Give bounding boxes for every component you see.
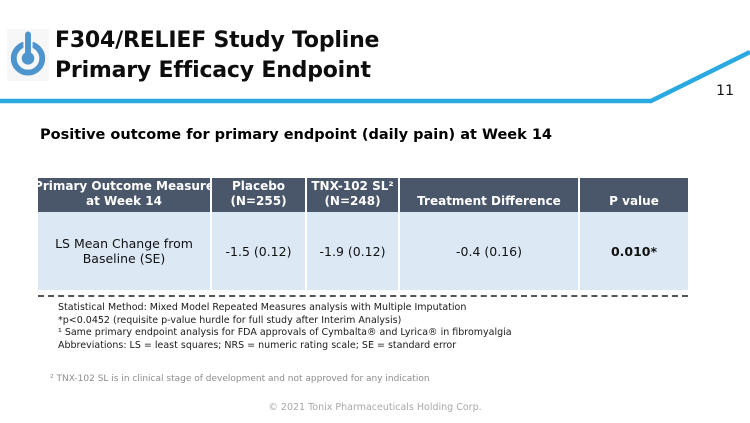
footnote-statistical-method: Statistical Method: Mixed Model Repeated… (58, 302, 467, 313)
cell-line: -1.5 (0.12) (225, 243, 292, 259)
results-table: Primary Outcome Measure at Week 14 Place… (34, 178, 688, 290)
header-line: TNX-102 SL² (311, 179, 394, 193)
slide-title: F304/RELIEF Study Topline Primary Effica… (55, 26, 379, 86)
slide-title-line1: F304/RELIEF Study Topline (55, 28, 380, 53)
cell-outcome-measure: LS Mean Change from Baseline (SE) (38, 212, 212, 290)
header-line: Primary Outcome Measure (34, 179, 214, 193)
footnote-block: Statistical Method: Mixed Model Repeated… (58, 302, 512, 352)
cell-placebo-value: -1.5 (0.12) (212, 212, 307, 290)
cell-treatment-difference-value: -0.4 (0.16) (400, 212, 580, 290)
cell-p-value: 0.010* (580, 212, 688, 290)
header-line: (N=248) (324, 194, 381, 208)
header-line: Placebo (231, 179, 286, 193)
header-line: Treatment Difference (417, 194, 561, 208)
header-line: (N=255) (230, 194, 287, 208)
column-header-treatment-difference: Treatment Difference (400, 178, 580, 212)
column-header-placebo: Placebo (N=255) (212, 178, 307, 212)
cell-line: 0.010* (610, 243, 658, 259)
column-header-primary-outcome-measure: Primary Outcome Measure at Week 14 (34, 178, 214, 212)
header-line: at Week 14 (86, 194, 162, 208)
footnote-abbreviations: Abbreviations: LS = least squares; NRS =… (58, 339, 457, 351)
column-header-tnx-102-sl: TNX-102 SL² (N=248) (307, 178, 400, 212)
header-line: P value (609, 194, 659, 208)
footnote-p-value-hurdle: *p<0.0452 (requisite p-value hurdle for … (58, 314, 402, 326)
table-header-row: Primary Outcome Measure at Week 14 Place… (34, 178, 688, 212)
table-data-row: LS Mean Change from Baseline (SE) -1.5 (… (38, 212, 688, 290)
disclaimer-note: ² TNX-102 SL is in clinical stage of dev… (50, 374, 430, 384)
cell-line: Baseline (SE) (82, 251, 166, 266)
slide-title-line2: Primary Efficacy Endpoint (55, 58, 371, 83)
copyright: © 2021 Tonix Pharmaceuticals Holding Cor… (268, 402, 482, 413)
table-bottom-dashed-divider (38, 295, 688, 297)
cell-line: LS Mean Change from (55, 236, 193, 251)
slide-subtitle: Positive outcome for primary endpoint (d… (40, 127, 552, 143)
tonix-power-logo-icon (7, 29, 49, 81)
cell-tnx102-value: -1.9 (0.12) (307, 212, 400, 290)
cell-line: -1.9 (0.12) (319, 243, 386, 259)
page-number: 11 (716, 83, 734, 99)
cell-line: -0.4 (0.16) (456, 243, 522, 259)
footnote-endpoint-analysis: ¹ Same primary endpoint analysis for FDA… (58, 327, 512, 338)
column-header-p-value: P value (580, 178, 688, 212)
